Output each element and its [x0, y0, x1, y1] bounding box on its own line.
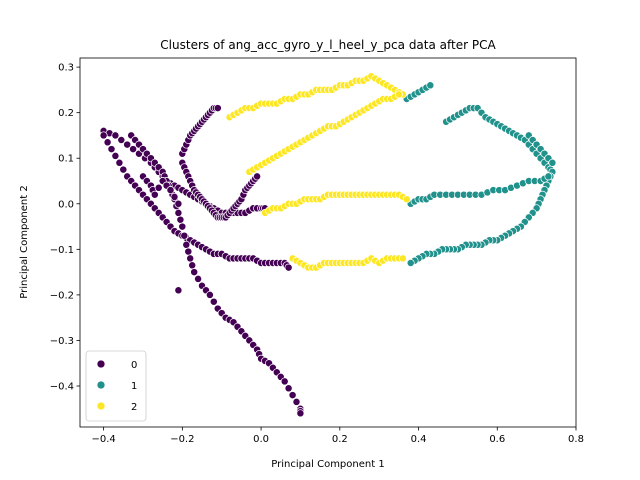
legend-label-1: 1	[131, 381, 137, 392]
scatter-point-cluster-0	[188, 261, 197, 270]
scatter-point-cluster-1	[544, 172, 553, 181]
scatter-point-cluster-0	[182, 240, 191, 249]
x-tick-label: −0.4	[91, 434, 115, 445]
scatter-point-cluster-0	[119, 165, 128, 174]
y-tick-label: 0.3	[58, 63, 74, 74]
y-tick-label: 0.2	[58, 108, 74, 119]
scatter-point-cluster-0	[129, 145, 138, 154]
scatter-point-cluster-0	[288, 391, 297, 400]
scatter-point-cluster-0	[296, 409, 305, 418]
legend-marker-0	[96, 359, 106, 369]
points-layer	[99, 72, 557, 418]
scatter-point-cluster-0	[284, 384, 293, 393]
scatter-point-cluster-0	[292, 397, 301, 406]
scatter-point-cluster-0	[166, 186, 175, 195]
scatter-point-cluster-0	[115, 158, 124, 167]
x-tick-label: 0.0	[253, 434, 269, 445]
x-tick-label: 0.4	[411, 434, 427, 445]
scatter-point-cluster-0	[107, 145, 116, 154]
scatter-point-cluster-0	[205, 290, 214, 299]
scatter-point-cluster-0	[176, 215, 185, 224]
scatter-point-cluster-0	[178, 222, 187, 231]
scatter-point-cluster-0	[99, 131, 108, 140]
scatter-point-cluster-1	[406, 259, 415, 267]
scatter-point-cluster-1	[548, 158, 557, 167]
x-tick-label: −0.2	[170, 434, 194, 445]
legend-label-2: 2	[131, 402, 137, 413]
scatter-point-cluster-0	[170, 192, 179, 201]
scatter-point-cluster-0	[111, 131, 120, 140]
scatter-point-cluster-0	[174, 199, 183, 208]
x-axis-ticks: −0.4 −0.2 0.0 0.2 0.4 0.6 0.8	[91, 427, 584, 445]
y-tick-label: −0.2	[50, 290, 74, 301]
scatter-point-cluster-0	[123, 140, 132, 149]
scatter-point-cluster-0	[253, 172, 262, 181]
scatter-point-cluster-0	[209, 297, 218, 306]
scatter-point-cluster-0	[284, 263, 293, 272]
scatter-point-cluster-0	[184, 247, 193, 256]
scatter-point-cluster-2	[402, 195, 411, 204]
scatter-point-cluster-0	[174, 208, 183, 217]
y-tick-label: −0.4	[50, 382, 74, 393]
scatter-point-cluster-0	[280, 377, 289, 386]
scatter-point-cluster-0	[190, 268, 199, 277]
y-axis-label: Principal Component 2	[19, 185, 30, 298]
scatter-point-cluster-0	[180, 231, 189, 240]
x-tick-label: 0.2	[332, 434, 348, 445]
scatter-point-cluster-2	[398, 254, 407, 263]
scatter-point-cluster-0	[213, 104, 222, 113]
scatter-point-cluster-0	[194, 274, 203, 283]
y-axis-ticks: −0.4 −0.3 −0.2 −0.1 0.0 0.1 0.2 0.3	[50, 63, 80, 393]
scatter-point-cluster-1	[426, 81, 435, 90]
scatter-point-cluster-0	[174, 286, 183, 295]
legend-marker-1	[96, 380, 106, 390]
y-tick-label: 0.0	[58, 199, 74, 210]
scatter-point-cluster-0	[103, 138, 112, 147]
chart-title: Clusters of ang_acc_gyro_y_l_heel_y_pca …	[160, 38, 496, 52]
scatter-point-cluster-0	[186, 254, 195, 263]
legend-marker-2	[96, 401, 106, 411]
scatter-point-cluster-0	[111, 151, 120, 160]
x-axis-label: Principal Component 1	[271, 459, 384, 470]
y-tick-label: −0.1	[50, 245, 74, 256]
scatter-point-cluster-0	[150, 190, 159, 199]
plot-frame	[79, 57, 577, 428]
legend-label-0: 0	[131, 360, 137, 371]
legend: 0 1 2	[85, 350, 147, 422]
x-tick-label: 0.8	[568, 434, 584, 445]
scatter-point-cluster-0	[117, 136, 126, 144]
y-tick-label: −0.3	[50, 336, 74, 347]
x-tick-label: 0.6	[489, 434, 505, 445]
scatter-point-cluster-0	[154, 183, 163, 192]
scatter-point-cluster-2	[394, 90, 403, 99]
y-tick-label: 0.1	[58, 154, 74, 165]
